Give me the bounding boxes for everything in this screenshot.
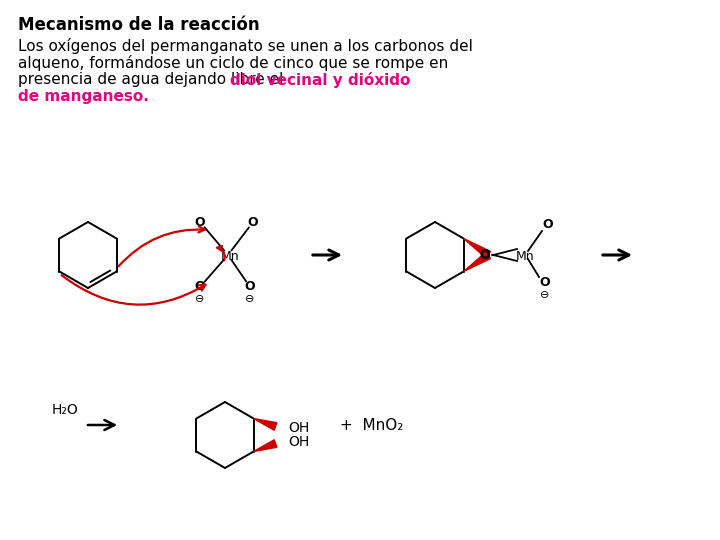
Text: diol vecinal y dióxido: diol vecinal y dióxido: [230, 72, 410, 88]
Text: Mn: Mn: [221, 251, 239, 264]
Text: +  MnO₂: + MnO₂: [340, 417, 403, 433]
Polygon shape: [253, 418, 277, 430]
Text: de manganeso.: de manganeso.: [18, 89, 149, 104]
Text: ⊖: ⊖: [246, 294, 255, 304]
Text: H₂O: H₂O: [52, 403, 78, 417]
Text: O: O: [543, 219, 553, 232]
Text: Los oxígenos del permanganato se unen a los carbonos del: Los oxígenos del permanganato se unen a …: [18, 38, 473, 54]
Polygon shape: [464, 252, 490, 272]
Text: OH: OH: [289, 422, 310, 435]
Text: O: O: [479, 248, 490, 261]
Polygon shape: [464, 239, 490, 258]
Text: ⊖: ⊖: [195, 294, 204, 304]
Text: Mecanismo de la reacción: Mecanismo de la reacción: [18, 16, 260, 34]
Text: alqueno, formándose un ciclo de cinco que se rompe en: alqueno, formándose un ciclo de cinco qu…: [18, 55, 449, 71]
Text: O: O: [248, 215, 258, 228]
Text: Mn: Mn: [516, 251, 534, 264]
Text: presencia de agua dejando libre el: presencia de agua dejando libre el: [18, 72, 288, 87]
Text: ⊖: ⊖: [540, 290, 549, 300]
Text: O: O: [245, 280, 256, 294]
Text: O: O: [540, 276, 550, 289]
Text: O: O: [194, 280, 205, 294]
Text: O: O: [479, 249, 490, 262]
Polygon shape: [253, 440, 277, 451]
Text: OH: OH: [289, 435, 310, 449]
Text: O: O: [194, 215, 205, 228]
